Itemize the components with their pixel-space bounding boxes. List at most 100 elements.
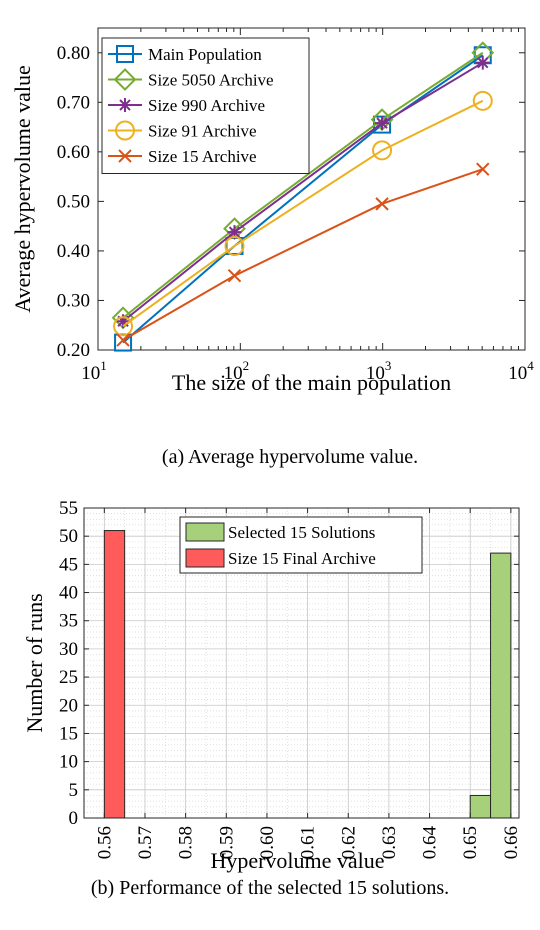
series-size-990-archive <box>116 55 490 329</box>
x-tick-exponent: 1 <box>100 358 107 373</box>
y-tick-label-a: 0.80 <box>57 43 90 64</box>
legend-label: Size 990 Archive <box>148 96 265 115</box>
legend-a: Main Population Size 5050 Archive Size 990… <box>101 37 310 174</box>
y-tick-label-b: 45 <box>59 554 78 575</box>
y-axis-title-b: Number of runs <box>22 593 47 732</box>
x-tick-base: 10 <box>81 363 100 384</box>
legend-label: Size 15 Archive <box>148 147 257 166</box>
y-tick-label-b: 5 <box>69 780 79 801</box>
legend-item: Size 990 Archive <box>108 96 265 115</box>
caption-a: (a) Average hypervolume value. <box>162 446 418 468</box>
y-tick-label-a: 0.60 <box>57 142 90 163</box>
y-tick-label-a: 0.50 <box>57 191 90 212</box>
y-tick-label-b: 50 <box>59 526 78 547</box>
series-line <box>122 54 484 344</box>
x-tick-base: 10 <box>366 363 385 384</box>
legend-item: Size 5050 Archive <box>108 68 274 91</box>
series-size-15-final-archive <box>103 530 126 819</box>
data-point <box>113 316 134 337</box>
x-tick-label-b: 0.58 <box>176 826 197 859</box>
data-point <box>375 197 389 211</box>
x-tick-label-a: 104 <box>508 358 534 384</box>
hypervolume-histogram: 0 5 10 15 20 25 30 35 40 45 50 55 0.56 0.57 0.58 0.59 0.… <box>22 498 522 873</box>
y-tick-label-b: 10 <box>59 752 78 773</box>
data-point <box>475 55 490 70</box>
x-tick-label-b: 0.60 <box>257 826 278 859</box>
histogram-bar <box>103 530 126 819</box>
legend-marker <box>118 149 132 163</box>
x-tick-label-b: 0.63 <box>379 826 400 859</box>
caption-b: (b) Performance of the selected 15 solut… <box>91 877 449 899</box>
series-line <box>122 168 484 341</box>
legend-label: Size 91 Archive <box>148 122 257 141</box>
legend-swatch <box>185 548 225 568</box>
data-point <box>375 116 390 131</box>
histogram-bar <box>469 794 492 819</box>
legend-label: Main Population <box>148 45 262 64</box>
data-point <box>372 140 393 161</box>
x-tick-label-a: 103 <box>366 358 392 384</box>
data-point <box>476 162 490 176</box>
legend-item: Selected 15 Solutions <box>185 522 375 542</box>
data-point <box>116 314 131 329</box>
x-tick-base: 10 <box>508 363 527 384</box>
y-tick-label-b: 55 <box>59 498 78 519</box>
x-tick-base: 10 <box>224 363 243 384</box>
series-size-15-archive <box>116 162 490 347</box>
legend-marker <box>118 98 132 112</box>
legend-label: Size 5050 Archive <box>148 71 274 90</box>
legend-swatch <box>185 522 225 542</box>
legend-marker <box>115 120 135 141</box>
series-line <box>122 51 484 319</box>
legend-b: Selected 15 Solutions Size 15 Final Archi… <box>179 516 423 574</box>
y-tick-label-b: 0 <box>69 808 79 829</box>
data-point <box>224 235 245 256</box>
x-tick-exponent: 2 <box>243 358 250 373</box>
legend-item: Size 15 Archive <box>108 147 257 166</box>
series-size-91-archive <box>113 90 493 337</box>
y-tick-label-b: 30 <box>59 639 78 660</box>
data-point <box>227 268 242 283</box>
x-tick-label-b: 0.59 <box>216 826 237 859</box>
legend-label: Selected 15 Solutions <box>228 523 375 542</box>
data-point <box>227 225 242 240</box>
x-tick-label-b: 0.57 <box>135 826 156 859</box>
legend-label: Size 15 Final Archive <box>228 549 376 568</box>
x-tick-label-a: 101 <box>81 358 107 384</box>
x-tick-label-b: 0.62 <box>338 826 359 859</box>
plot-frame-b <box>83 507 520 819</box>
x-tick-label-b: 0.64 <box>420 826 441 860</box>
y-tick-label-a: 0.70 <box>57 92 90 113</box>
legend-marker <box>113 68 137 91</box>
series-line <box>122 99 484 328</box>
y-tick-label-a: 0.20 <box>57 340 90 361</box>
x-tick-exponent: 4 <box>527 358 534 373</box>
y-tick-label-b: 15 <box>59 723 78 744</box>
x-tick-label-b: 0.66 <box>501 826 522 859</box>
data-point <box>472 90 493 111</box>
y-tick-label-b: 20 <box>59 695 78 716</box>
legend-item: Size 15 Final Archive <box>185 548 376 568</box>
legend-marker <box>116 45 134 63</box>
x-tick-label-b: 0.65 <box>460 826 481 859</box>
y-tick-label-b: 35 <box>59 611 78 632</box>
x-tick-label-b: 0.56 <box>94 826 115 859</box>
x-axis-title-b: Hypervolume value <box>210 848 384 873</box>
data-point <box>116 333 130 347</box>
series-line <box>122 61 484 323</box>
legend-item: Size 91 Archive <box>108 120 257 141</box>
x-tick-exponent: 3 <box>385 358 392 373</box>
x-tick-label-a: 102 <box>224 358 250 384</box>
y-axis-title-a: Average hypervolume value <box>10 65 35 313</box>
y-tick-label-b: 40 <box>59 583 78 604</box>
x-tick-label-b: 0.61 <box>298 826 319 859</box>
legend-item: Main Population <box>108 45 262 64</box>
series-selected-15-solutions <box>469 552 512 819</box>
y-tick-label-a: 0.30 <box>57 290 90 311</box>
x-axis-title-a: The size of the main population <box>172 370 451 395</box>
histogram-bar <box>490 552 512 819</box>
y-tick-label-a: 0.40 <box>57 241 90 262</box>
y-tick-label-b: 25 <box>59 667 78 688</box>
